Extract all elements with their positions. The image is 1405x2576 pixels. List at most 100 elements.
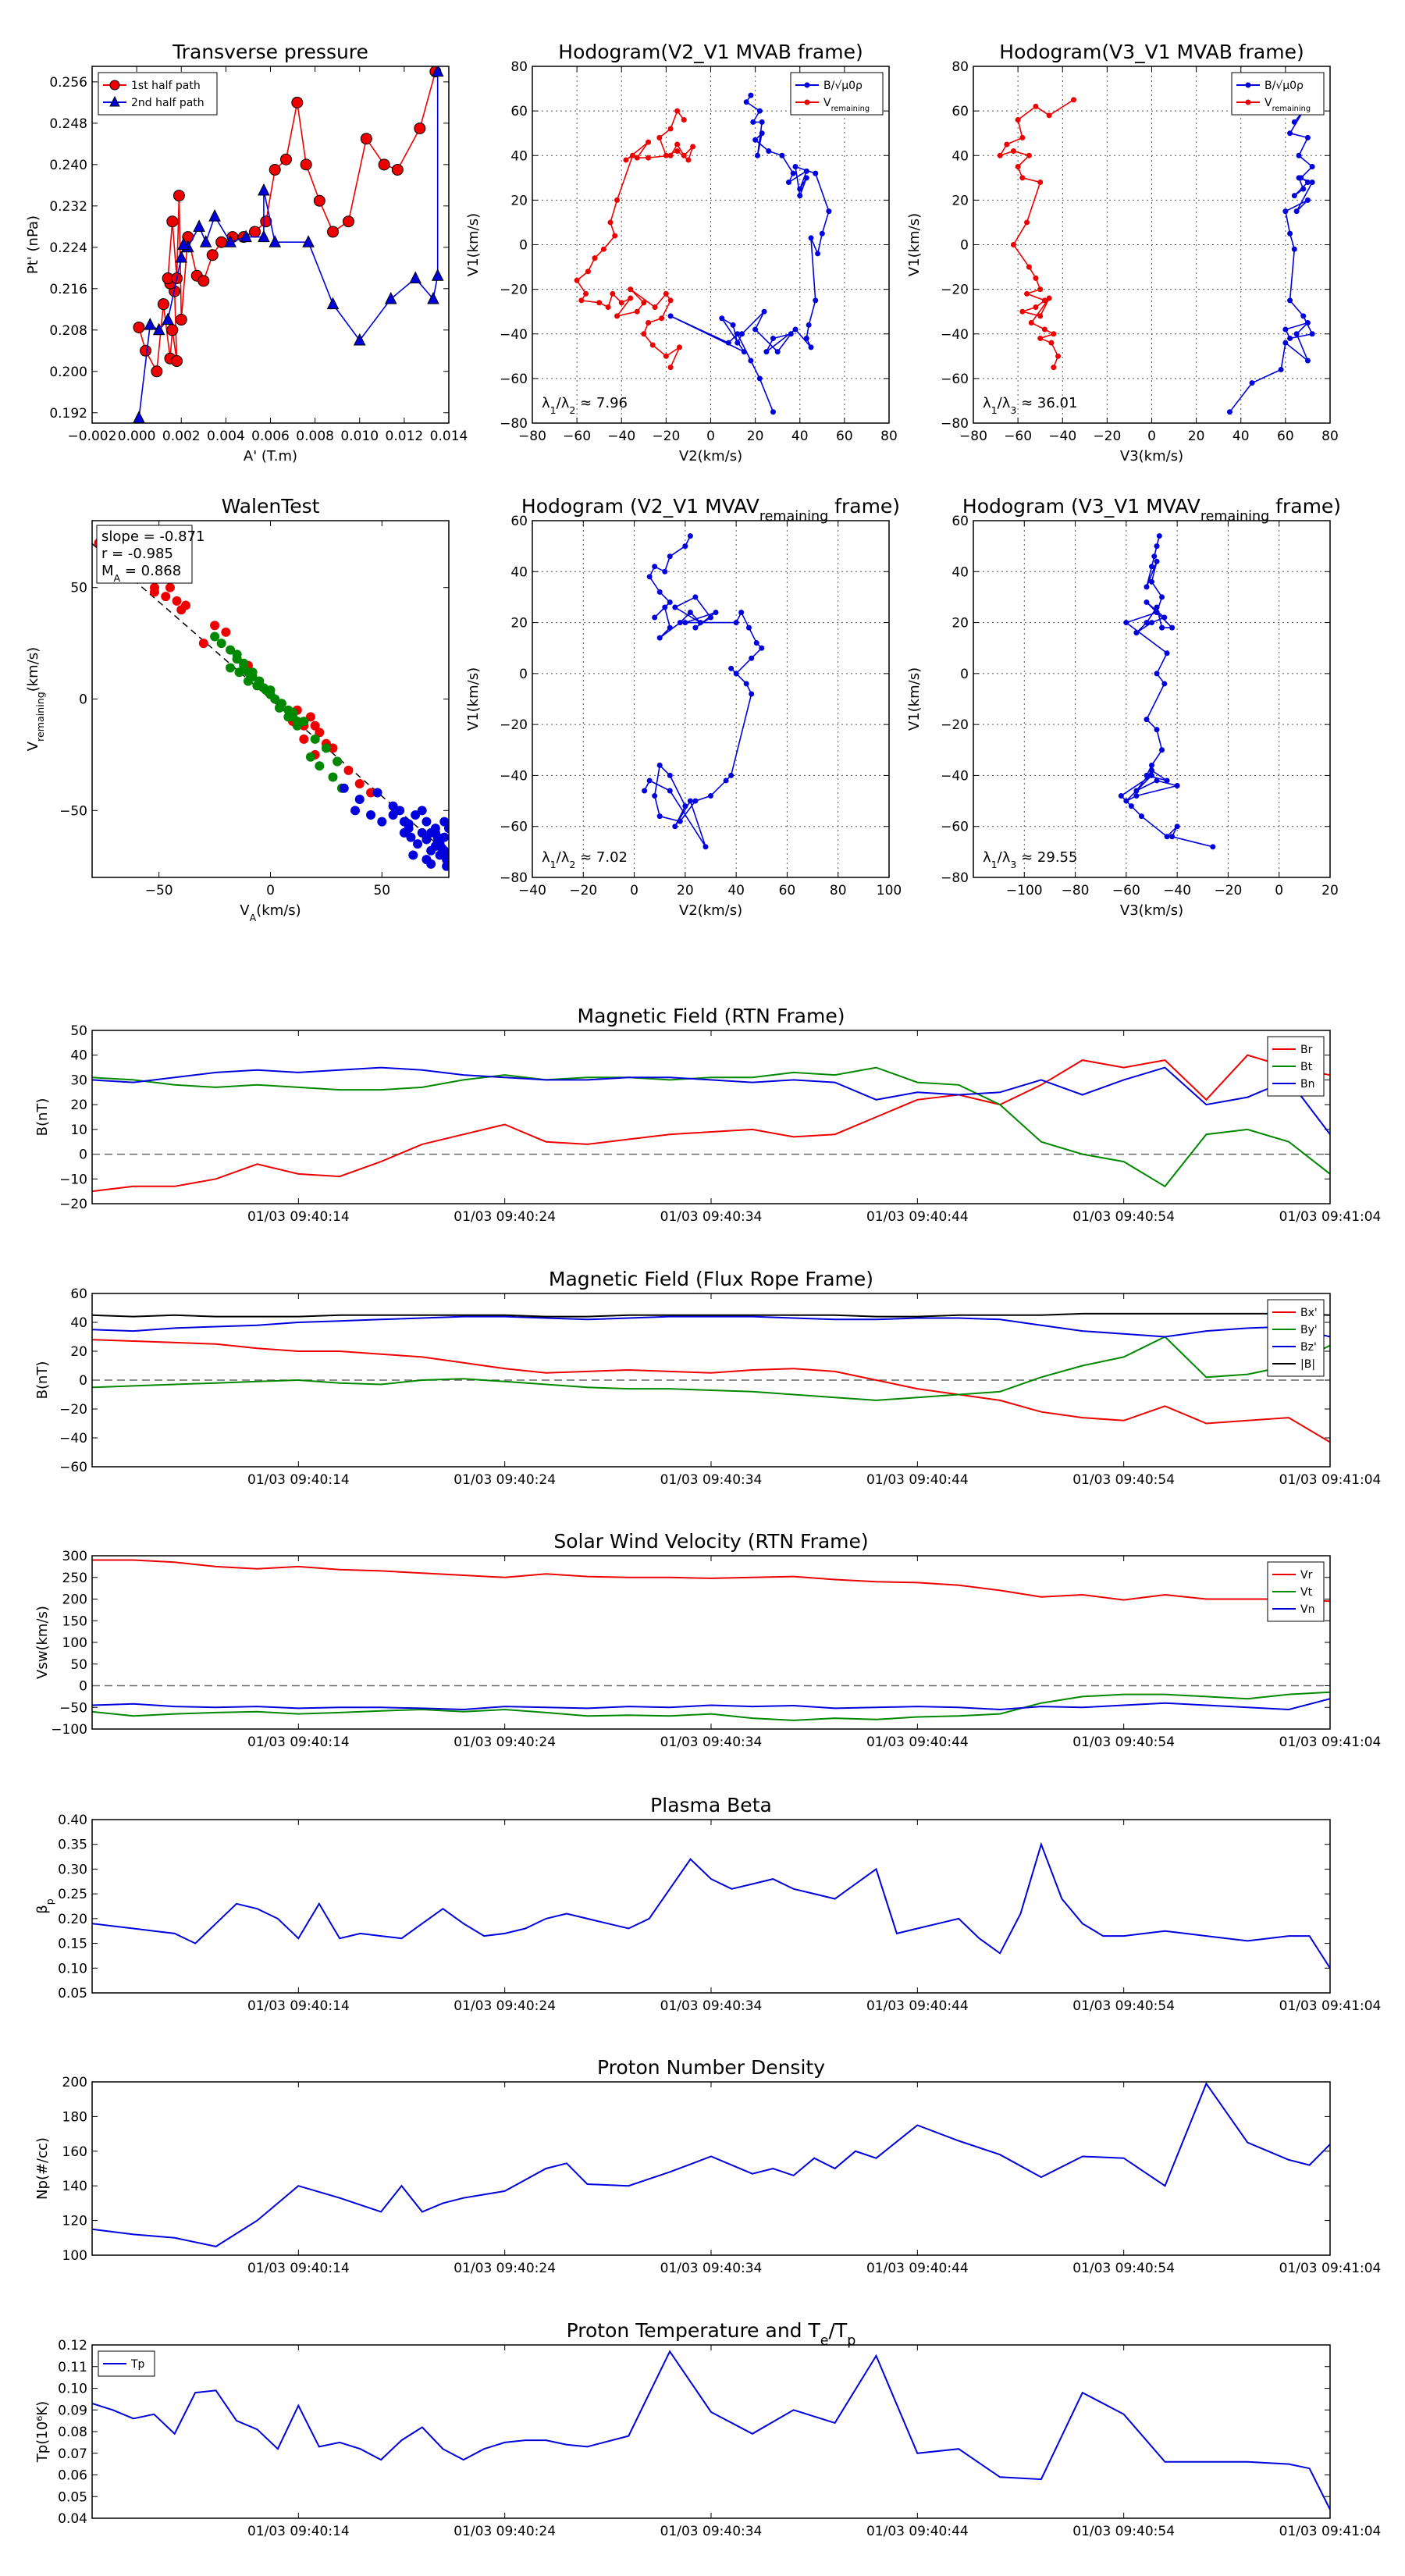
data-point (1149, 767, 1154, 774)
x-tick-label: 0 (1147, 429, 1156, 444)
x-tick-label: 01/03 09:40:24 (454, 1472, 556, 1488)
data-point (667, 365, 674, 371)
data-point (422, 834, 432, 845)
data-point (605, 304, 611, 310)
y-axis-label: Np(#/cc) (34, 2137, 51, 2200)
data-point (384, 291, 397, 304)
data-point (283, 712, 293, 722)
x-tick-label: 01/03 09:40:44 (866, 2524, 969, 2539)
data-point (299, 734, 309, 744)
x-tick-label: −20 (1214, 883, 1242, 898)
chart-title: Solar Wind Velocity (RTN Frame) (553, 1530, 868, 1553)
data-point (750, 119, 756, 125)
data-point (173, 190, 185, 202)
legend-marker (109, 80, 120, 91)
data-point (719, 315, 725, 322)
y-tick-label: 0 (960, 667, 969, 682)
x-tick-label: 01/03 09:40:44 (866, 1209, 969, 1225)
panel-h3: Hodogram (V2_V1 MVAVremaining frame)−40−… (465, 495, 902, 919)
data-point (210, 632, 220, 642)
y-tick-label: 60 (510, 104, 528, 119)
y-tick-label: 0.06 (58, 2468, 87, 2484)
data-point (574, 277, 580, 283)
panel-vsw: Solar Wind Velocity (RTN Frame) 01/03 09:… (34, 1530, 1381, 1750)
data-point (162, 312, 174, 326)
data-point (662, 568, 668, 575)
data-point (745, 624, 752, 631)
y-tick-label: 0.15 (58, 1937, 87, 1952)
data-point (761, 308, 767, 315)
data-point (1019, 175, 1026, 181)
panel-pt: Transverse pressure −0.002 0.000 0.002 0.004… (25, 41, 468, 464)
data-point (224, 235, 237, 247)
panel-mag_fr: Magnetic Field (Flux Rope Frame) 01/03 09… (34, 1268, 1381, 1488)
data-point (674, 141, 681, 148)
data-point (759, 130, 765, 137)
data-point (144, 318, 157, 330)
y-tick-label: −50 (59, 803, 87, 819)
data-point (1033, 275, 1039, 281)
data-point (692, 594, 699, 600)
chart-title: Plasma Beta (650, 1794, 772, 1816)
data-point (1154, 777, 1160, 784)
data-point (674, 108, 681, 114)
chart-title: Magnetic Field (RTN Frame) (578, 1005, 845, 1027)
data-point (279, 153, 292, 165)
chart-title: Proton Number Density (597, 2056, 825, 2079)
data-point (270, 694, 280, 704)
data-point (1174, 824, 1180, 830)
x-tick-label: 01/03 09:40:24 (454, 2261, 556, 2276)
data-point (756, 375, 763, 382)
data-point (258, 183, 270, 196)
legend: Br Bt Bn (1267, 1036, 1325, 1097)
data-point (140, 344, 152, 357)
y-tick-label: 40 (70, 1315, 87, 1331)
x-tick-label: 01/03 09:40:54 (1072, 2524, 1175, 2539)
data-point (430, 827, 440, 838)
data-point (1164, 650, 1170, 656)
y-tick-label: 0.232 (49, 199, 87, 215)
data-point (1296, 175, 1302, 181)
data-point (216, 639, 226, 649)
data-point (315, 728, 325, 738)
series-line-By' (92, 1336, 1330, 1401)
x-tick-label: −0.002 (68, 429, 117, 444)
data-point (1144, 584, 1150, 590)
x-tick-label: 0.010 (340, 429, 379, 444)
panel-walen: WalenTest −50 0 50 −50 0 50 VA(km/s) Vremaining(… (25, 495, 450, 923)
data-point (442, 861, 449, 871)
data-point (1024, 290, 1030, 297)
data-point (1291, 119, 1297, 125)
panel-h2: Hodogram(V3_V1 MVAB frame) −80 −60 −40 −20 0 2… (906, 41, 1339, 464)
data-point (1161, 614, 1168, 621)
legend-label: B/√μ0ρ (823, 80, 863, 92)
y-tick-label: 0.05 (58, 1986, 87, 2001)
x-tick-label: 40 (1232, 429, 1250, 444)
y-tick-label: 60 (70, 1286, 87, 1302)
data-point (1037, 286, 1044, 293)
plot-area (92, 1312, 1330, 1443)
x-tick-label: 01/03 09:40:54 (1072, 1472, 1175, 1488)
x-tick-label: 01/03 09:40:54 (1072, 1735, 1175, 1750)
x-tick-label: 80 (880, 429, 898, 444)
data-point (808, 344, 814, 350)
data-point (426, 859, 436, 869)
axes-frame (91, 1293, 1331, 1468)
data-point (249, 226, 261, 238)
data-point (667, 152, 674, 158)
legend: B/√μ0ρ Vremaining (1231, 72, 1325, 116)
x-tick-label: −100 (1006, 883, 1043, 898)
data-point (166, 215, 179, 228)
x-axis-label: A' (T.m) (244, 448, 297, 464)
x-tick-label: −20 (1093, 429, 1121, 444)
data-point (354, 795, 365, 805)
data-point (1144, 620, 1150, 626)
data-point (607, 219, 614, 226)
y-tick-label: 30 (70, 1073, 87, 1088)
x-tick-label: 60 (836, 429, 853, 444)
x-tick-label: 01/03 09:40:14 (247, 2524, 350, 2539)
data-point (172, 596, 182, 606)
data-point (733, 671, 739, 677)
axes-frame (532, 66, 890, 424)
